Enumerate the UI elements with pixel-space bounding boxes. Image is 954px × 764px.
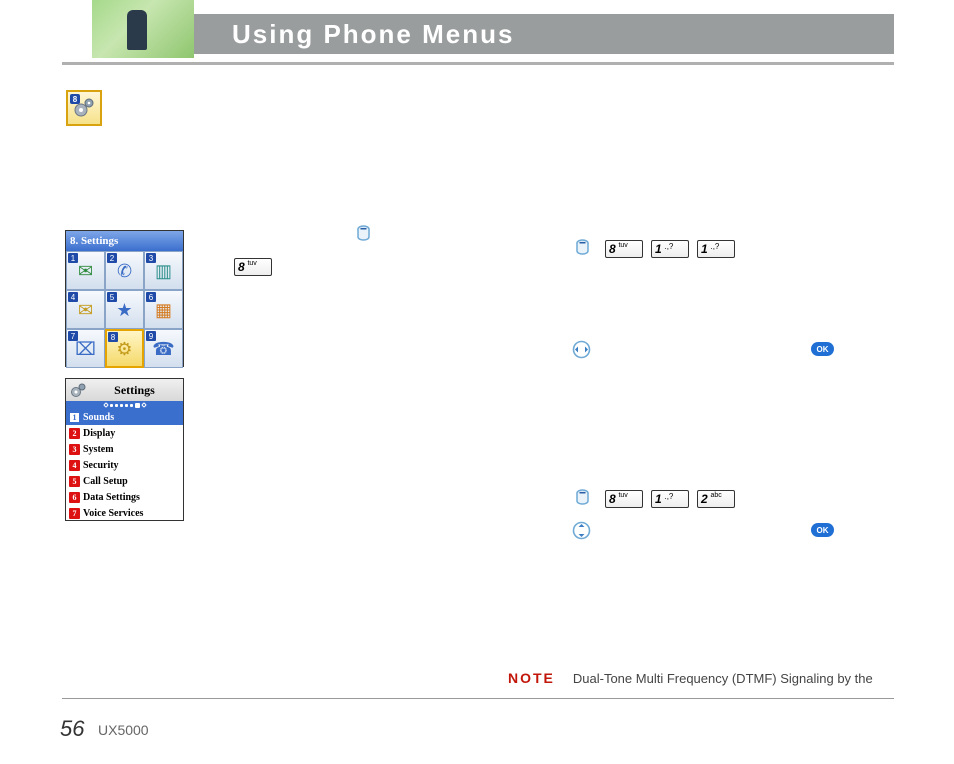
row-number: 3 — [69, 444, 80, 455]
keypad-8-icon: 8 tuv — [605, 240, 643, 258]
keypad-1-icon: 1 .,? — [697, 240, 735, 258]
keypad-1-icon: 1 .,? — [651, 490, 689, 508]
page-title: Using Phone Menus — [232, 19, 514, 50]
settings-row-display: 2Display — [66, 425, 183, 441]
row-number: 1 — [69, 412, 80, 423]
cell-number: 1 — [68, 253, 78, 263]
note-row: NOTE Dual-Tone Multi Frequency (DTMF) Si… — [508, 670, 873, 686]
cell-icon: ⚙ — [116, 340, 132, 358]
phone-screenshot-settings-list: Settings 1Sounds2Display3System4Security… — [65, 378, 184, 521]
settings-row-sounds: 1Sounds — [66, 409, 183, 425]
grid-title: 8. Settings — [66, 231, 183, 251]
note-label: NOTE — [508, 670, 555, 686]
settings-row-system: 3System — [66, 441, 183, 457]
page-number: 56 — [60, 716, 84, 742]
menu-cell-2: 2✆ — [105, 251, 144, 290]
menu-cell-3: 3▥ — [144, 251, 183, 290]
list-title: Settings — [90, 383, 179, 398]
row-number: 4 — [69, 460, 80, 471]
row-label: Data Settings — [83, 492, 140, 503]
cell-number: 2 — [107, 253, 117, 263]
cell-number: 6 — [146, 292, 156, 302]
row-label: Security — [83, 460, 119, 471]
row-label: Voice Services — [83, 508, 143, 519]
gear-icon — [70, 382, 86, 398]
cell-number: 5 — [107, 292, 117, 302]
settings-row-voice-services: 7Voice Services — [66, 505, 183, 521]
menu-cell-6: 6▦ — [144, 290, 183, 329]
cell-icon: ✉ — [78, 301, 93, 319]
row-number: 2 — [69, 428, 80, 439]
row-number: 6 — [69, 492, 80, 503]
keypad-2-icon: 2 abc — [697, 490, 735, 508]
cell-number: 9 — [146, 331, 156, 341]
cell-icon: ▦ — [155, 301, 172, 319]
menu-cell-9: 9☎ — [144, 329, 183, 368]
footer-divider — [62, 698, 894, 699]
keypad-8-icon: 8 tuv — [605, 490, 643, 508]
phone-screenshot-menu-grid: 8. Settings 1✉2✆3▥4✉5★6▦7⌧8⚙9☎ — [65, 230, 184, 367]
cell-icon: ✉ — [78, 262, 93, 280]
badge-number: 8 — [70, 94, 80, 104]
menu-key-icon — [576, 489, 589, 507]
menu-cell-7: 7⌧ — [66, 329, 105, 368]
menu-key-icon — [357, 225, 370, 243]
row-label: Sounds — [83, 412, 114, 423]
settings-gear-badge: 8 — [66, 90, 102, 126]
row-label: System — [83, 444, 114, 455]
settings-row-data-settings: 6Data Settings — [66, 489, 183, 505]
settings-row-call-setup: 5Call Setup — [66, 473, 183, 489]
row-label: Display — [83, 428, 115, 439]
menu-cell-8: 8⚙ — [105, 329, 144, 368]
note-text: Dual-Tone Multi Frequency (DTMF) Signali… — [573, 671, 873, 686]
cell-number: 4 — [68, 292, 78, 302]
settings-row-security: 4Security — [66, 457, 183, 473]
cell-icon: ▥ — [155, 262, 172, 280]
menu-cell-4: 4✉ — [66, 290, 105, 329]
cell-icon: ★ — [116, 301, 132, 319]
menu-cell-1: 1✉ — [66, 251, 105, 290]
nav-up-down-icon — [572, 521, 591, 540]
row-number: 5 — [69, 476, 80, 487]
keypad-1-icon: 1 .,? — [651, 240, 689, 258]
page-indicator — [66, 401, 183, 409]
cell-number: 8 — [108, 332, 118, 342]
nav-left-right-icon — [572, 340, 591, 359]
row-label: Call Setup — [83, 476, 128, 487]
ok-key-icon: OK — [811, 523, 834, 537]
cell-number: 3 — [146, 253, 156, 263]
ok-key-icon: OK — [811, 342, 834, 356]
menu-cell-5: 5★ — [105, 290, 144, 329]
cell-number: 7 — [68, 331, 78, 341]
header-title-bar: Using Phone Menus — [194, 14, 894, 54]
keypad-8-icon: 8 tuv — [234, 258, 272, 276]
model-name: UX5000 — [98, 722, 149, 738]
cell-icon: ✆ — [117, 262, 132, 280]
menu-key-icon — [576, 239, 589, 257]
row-number: 7 — [69, 508, 80, 519]
header-divider — [62, 62, 894, 65]
header-photo — [92, 0, 194, 58]
cell-icon: ⌧ — [75, 340, 96, 358]
cell-icon: ☎ — [152, 340, 174, 358]
